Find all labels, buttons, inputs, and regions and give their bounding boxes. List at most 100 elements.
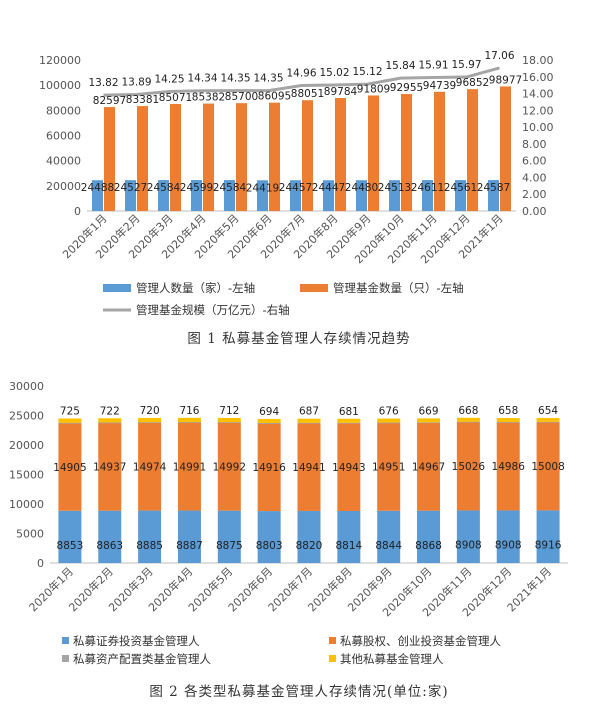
bar-asset-allocation <box>417 422 441 424</box>
y-axis-tick: 5000 <box>16 528 44 541</box>
data-label-funds: 85071 <box>159 92 192 104</box>
data-label-scale: 14.96 <box>286 68 316 80</box>
data-label-equity: 14967 <box>412 462 445 474</box>
legend-swatch-other <box>329 655 336 662</box>
bar-managers <box>356 180 367 211</box>
data-label-securities: 8803 <box>256 540 283 552</box>
data-label-funds: 82597 <box>93 95 126 107</box>
data-label-other: 722 <box>100 405 120 417</box>
bar-securities <box>58 510 82 563</box>
bar-equity <box>138 422 162 511</box>
bar-asset-allocation <box>177 422 201 423</box>
legend-swatch-managers <box>103 284 131 292</box>
chart-2-caption: 图 2 各类型私募基金管理人存续情况(单位:家) <box>149 683 448 700</box>
y-axis-tick: 30000 <box>9 380 44 393</box>
data-label-scale: 13.89 <box>121 76 151 88</box>
data-label-other: 681 <box>339 406 359 418</box>
y-axis-tick: 20000 <box>9 439 44 452</box>
data-label-securities: 8820 <box>296 540 323 552</box>
bar-other <box>177 417 201 423</box>
line-scale <box>103 66 500 97</box>
bar-other <box>297 418 321 423</box>
data-label-scale: 15.84 <box>385 60 415 72</box>
data-label-equity: 14951 <box>372 462 405 474</box>
data-label-equity: 14986 <box>492 461 526 473</box>
data-label-other: 694 <box>259 406 279 418</box>
right-axis-tick: 2.00 <box>522 188 547 201</box>
y-axis-tick: 10000 <box>9 498 44 511</box>
bar-securities <box>217 510 241 563</box>
data-label-scale: 17.06 <box>484 50 514 62</box>
chart-2: 0 5000 10000 15000 20000 25000 30000 8853 14905… <box>9 380 568 700</box>
data-label-equity: 14916 <box>252 462 286 474</box>
data-label-funds: 85700 <box>225 91 258 103</box>
bar-funds <box>137 106 148 211</box>
bar-equity <box>417 422 441 511</box>
legend-label-other: 其他私募基金管理人 <box>340 652 444 666</box>
bar-funds <box>434 91 445 211</box>
legend-label-equity: 私募股权、创业投资基金管理人 <box>340 634 501 648</box>
data-label-managers: 24611 <box>411 182 444 194</box>
data-label-securities: 8908 <box>455 540 482 552</box>
data-label-securities: 8868 <box>415 540 442 552</box>
data-label-scale: 15.97 <box>451 59 481 71</box>
right-axis-tick: 4.00 <box>522 171 547 184</box>
bar-funds <box>335 98 346 211</box>
data-label-securities: 8814 <box>335 540 362 552</box>
left-axis-tick: 120000 <box>39 54 81 67</box>
bar-managers <box>488 180 499 211</box>
bar-securities <box>417 510 441 563</box>
data-label-securities: 8887 <box>176 540 203 552</box>
data-label-funds: 96852 <box>456 77 489 89</box>
bar-managers <box>125 180 136 211</box>
chart-2-bars <box>58 417 560 563</box>
data-label-equity: 14991 <box>173 461 206 473</box>
right-axis-tick: 18.00 <box>522 54 554 67</box>
data-label-managers: 24513 <box>378 182 411 194</box>
data-label-managers: 24488 <box>81 182 114 194</box>
bar-equity <box>58 422 82 511</box>
data-label-equity: 14937 <box>93 462 126 474</box>
bar-funds <box>269 102 280 211</box>
bar-securities <box>377 510 401 563</box>
bar-managers <box>224 180 235 211</box>
data-label-managers: 24419 <box>246 182 279 194</box>
bar-securities <box>257 511 281 563</box>
bar-securities <box>138 510 162 563</box>
right-axis-tick: 16.00 <box>522 71 554 84</box>
data-label-funds: 91809 <box>357 83 390 95</box>
bar-asset-allocation <box>217 422 241 423</box>
bar-other <box>58 418 82 423</box>
bar-securities <box>456 510 480 563</box>
bar-asset-allocation <box>257 422 281 424</box>
right-axis-tick: 14.00 <box>522 88 554 101</box>
data-label-funds: 92955 <box>390 82 423 94</box>
bar-funds <box>500 86 511 211</box>
bar-equity <box>536 421 560 511</box>
bar-equity <box>456 421 480 511</box>
data-label-securities: 8908 <box>495 540 522 552</box>
y-axis-tick: 0 <box>37 557 44 570</box>
bar-securities <box>536 510 560 563</box>
legend-swatch-asset-allocation <box>62 655 69 662</box>
data-label-other: 720 <box>140 405 160 417</box>
bar-other <box>456 417 480 422</box>
left-axis-tick: 40000 <box>46 155 81 168</box>
data-label-scale: 13.82 <box>88 77 118 89</box>
data-label-equity: 15008 <box>531 461 564 473</box>
bar-managers <box>323 180 334 211</box>
data-label-managers: 24527 <box>114 182 147 194</box>
data-label-other: 668 <box>458 405 478 417</box>
data-label-scale: 15.91 <box>418 60 448 72</box>
data-label-securities: 8875 <box>216 540 243 552</box>
bar-asset-allocation <box>337 422 361 424</box>
bar-funds <box>170 103 181 211</box>
data-label-scale: 15.02 <box>319 67 349 79</box>
data-label-scale: 14.34 <box>187 73 217 85</box>
right-axis-tick: 0.00 <box>522 205 547 218</box>
bar-asset-allocation <box>297 422 321 424</box>
bar-equity <box>297 422 321 511</box>
legend-swatch-securities <box>62 637 69 644</box>
data-label-other: 669 <box>419 405 439 417</box>
data-label-funds: 88051 <box>291 88 324 100</box>
